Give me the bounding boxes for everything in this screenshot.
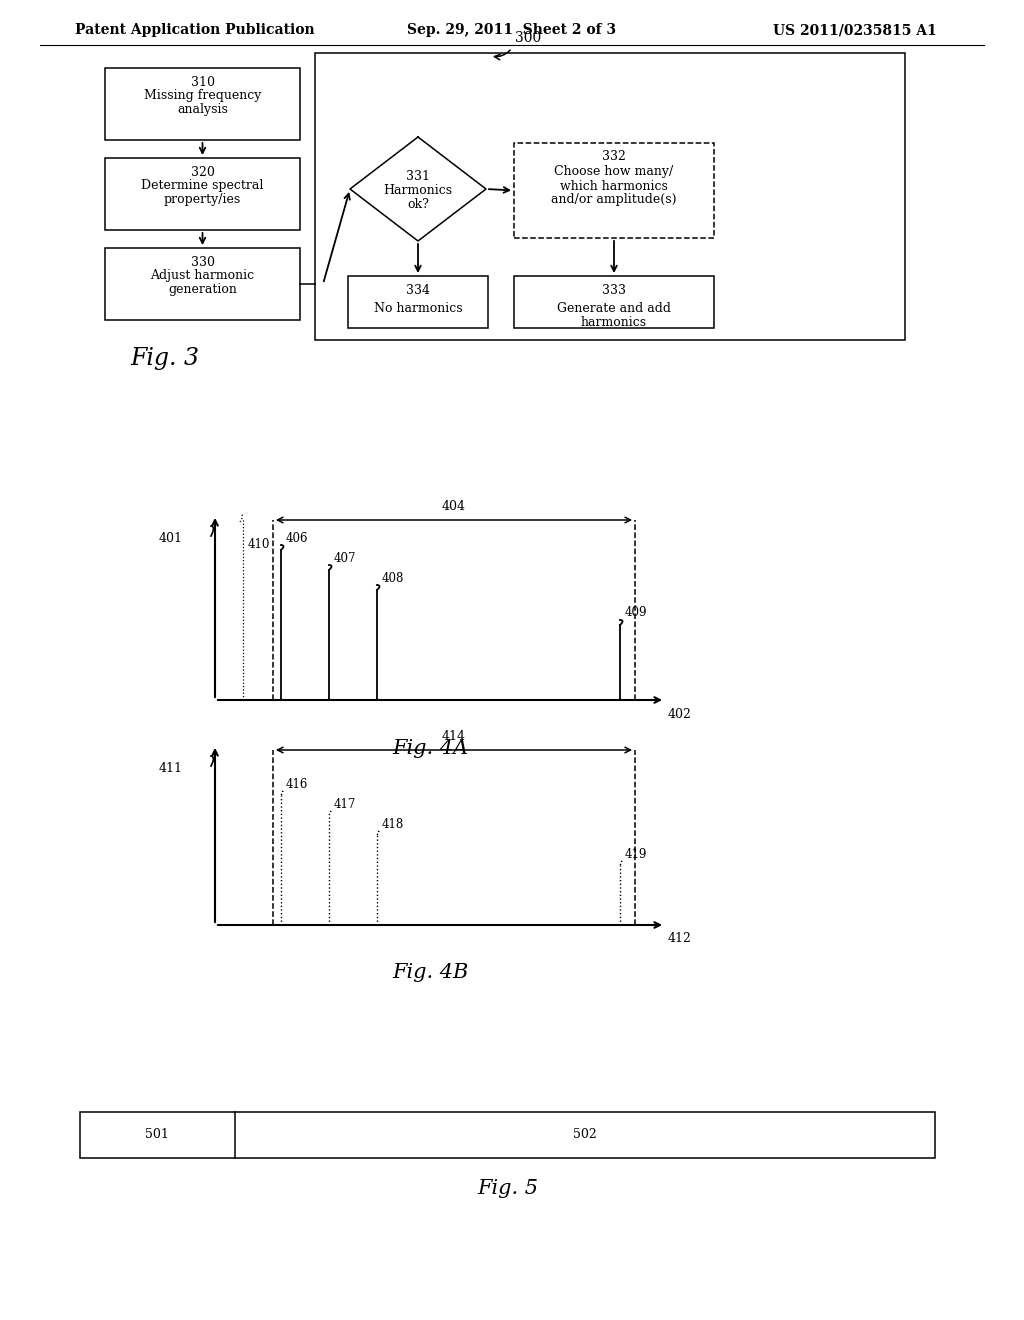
Text: which harmonics: which harmonics bbox=[560, 180, 668, 193]
Text: Generate and add: Generate and add bbox=[557, 301, 671, 314]
Text: Fig. 3: Fig. 3 bbox=[130, 346, 200, 370]
Text: 331: 331 bbox=[406, 170, 430, 183]
Text: 300: 300 bbox=[515, 30, 541, 45]
Text: 418: 418 bbox=[382, 818, 404, 832]
Text: Choose how many/: Choose how many/ bbox=[554, 165, 674, 178]
Bar bbox=[315, 53, 905, 341]
Text: 416: 416 bbox=[286, 779, 308, 792]
Bar bbox=[105, 248, 300, 319]
Text: 410: 410 bbox=[248, 539, 270, 552]
Text: 417: 417 bbox=[334, 799, 356, 812]
Text: Patent Application Publication: Patent Application Publication bbox=[75, 22, 314, 37]
Bar bbox=[80, 1111, 935, 1158]
Bar bbox=[105, 69, 300, 140]
Text: 419: 419 bbox=[625, 849, 647, 862]
Bar bbox=[105, 158, 300, 230]
Text: Fig. 4B: Fig. 4B bbox=[392, 964, 468, 982]
Bar bbox=[514, 143, 714, 238]
Bar bbox=[514, 276, 714, 327]
Text: 401: 401 bbox=[159, 532, 183, 544]
Text: Fig. 5: Fig. 5 bbox=[477, 1179, 538, 1197]
Text: 402: 402 bbox=[668, 708, 692, 721]
Text: 407: 407 bbox=[334, 552, 356, 565]
Text: 501: 501 bbox=[145, 1129, 169, 1142]
Text: Sep. 29, 2011  Sheet 2 of 3: Sep. 29, 2011 Sheet 2 of 3 bbox=[408, 22, 616, 37]
Bar bbox=[348, 276, 488, 327]
Text: 409: 409 bbox=[625, 606, 647, 619]
Text: 320: 320 bbox=[190, 165, 214, 178]
Text: Harmonics: Harmonics bbox=[383, 185, 453, 198]
Text: 412: 412 bbox=[668, 932, 692, 945]
Text: 310: 310 bbox=[190, 75, 214, 88]
Text: 502: 502 bbox=[573, 1129, 597, 1142]
Text: analysis: analysis bbox=[177, 103, 228, 116]
Text: 334: 334 bbox=[406, 285, 430, 297]
Text: 332: 332 bbox=[602, 150, 626, 164]
Text: harmonics: harmonics bbox=[581, 315, 647, 329]
Text: property/ies: property/ies bbox=[164, 194, 241, 206]
Text: Missing frequency: Missing frequency bbox=[143, 90, 261, 103]
Text: No harmonics: No harmonics bbox=[374, 301, 462, 314]
Text: 404: 404 bbox=[442, 500, 466, 513]
Text: US 2011/0235815 A1: US 2011/0235815 A1 bbox=[773, 22, 937, 37]
Text: 411: 411 bbox=[159, 762, 183, 775]
Text: Determine spectral: Determine spectral bbox=[141, 180, 264, 193]
Text: generation: generation bbox=[168, 284, 237, 297]
Text: 408: 408 bbox=[382, 572, 404, 585]
Text: and/or amplitude(s): and/or amplitude(s) bbox=[551, 194, 677, 206]
Text: 330: 330 bbox=[190, 256, 214, 268]
Text: ok?: ok? bbox=[408, 198, 429, 211]
Text: Adjust harmonic: Adjust harmonic bbox=[151, 269, 255, 282]
Text: 333: 333 bbox=[602, 285, 626, 297]
Text: 414: 414 bbox=[442, 730, 466, 743]
Text: Fig. 4A: Fig. 4A bbox=[392, 738, 468, 758]
Text: 406: 406 bbox=[286, 532, 308, 544]
